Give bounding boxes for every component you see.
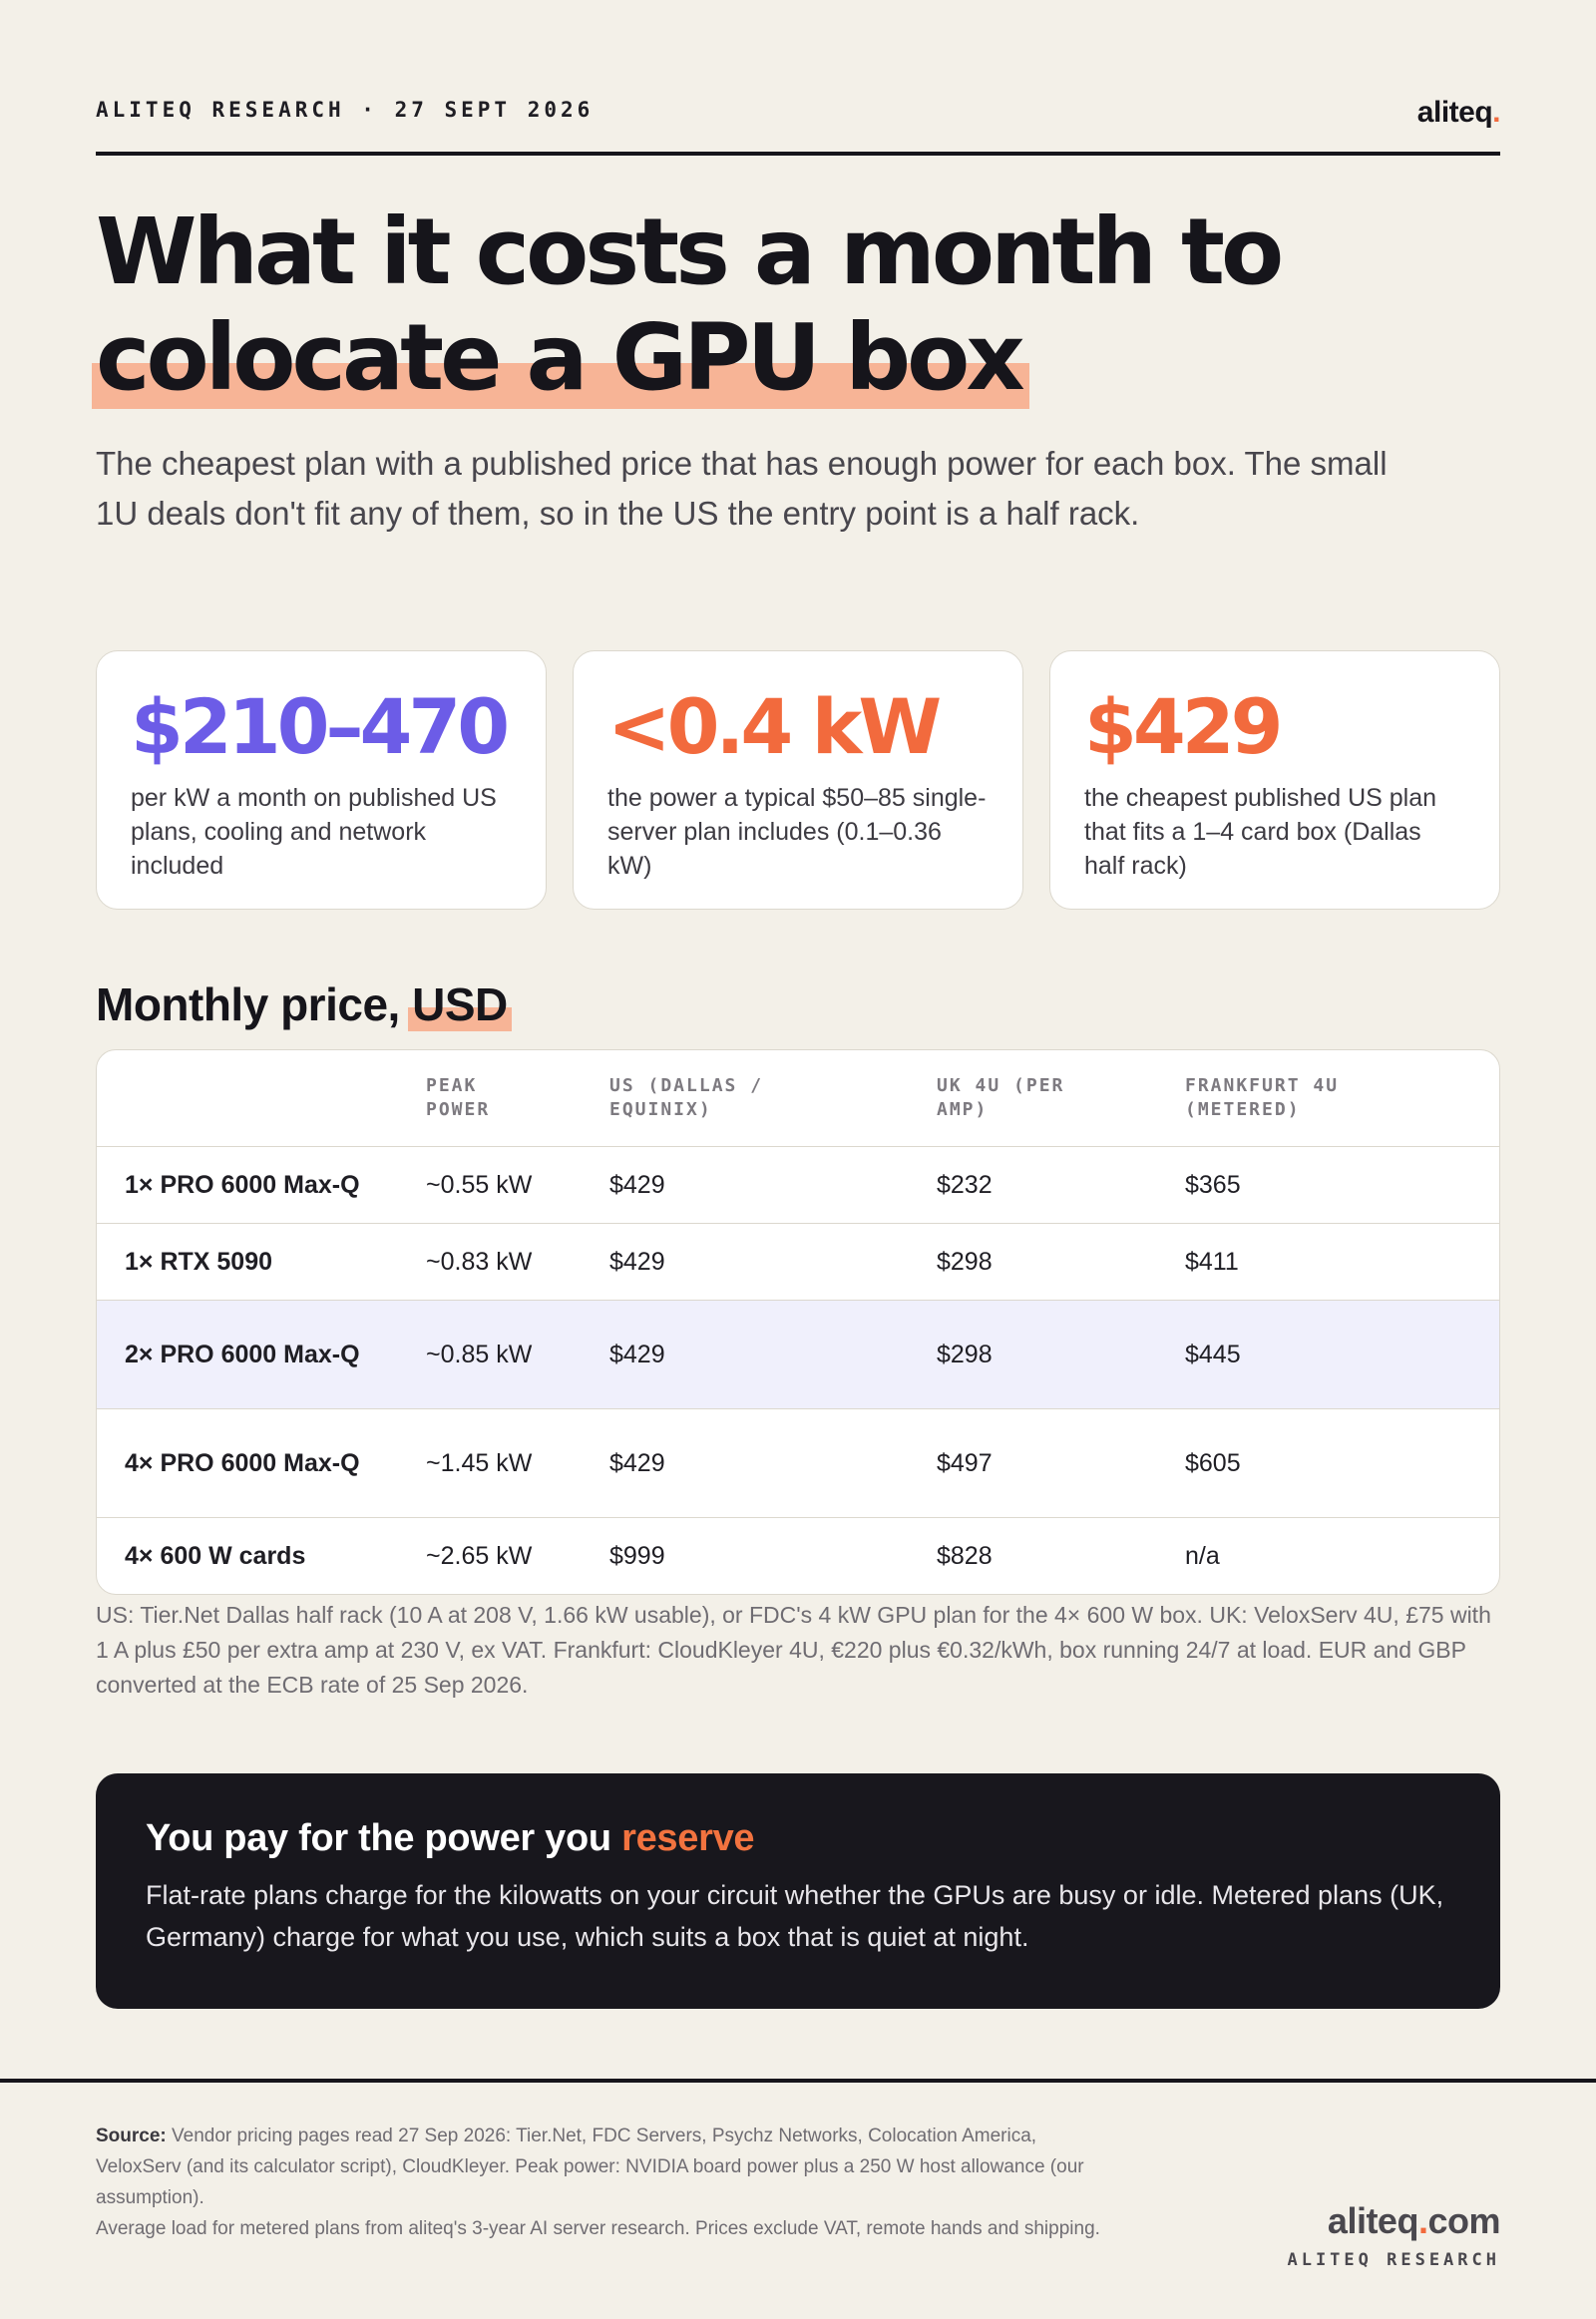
stat-card-power: <0.4 kW the power a typical $50–85 singl… <box>573 650 1023 910</box>
stat-card-price-per-kw: $210–470 per kW a month on published US … <box>96 650 547 910</box>
price-table: PEAK POWER US (DALLAS / EQUINIX) UK 4U (… <box>96 1049 1500 1595</box>
cell-uk-price: $828 <box>937 1541 993 1570</box>
section-title-main: Monthly price, <box>96 978 400 1030</box>
cell-config: 4× PRO 6000 Max-Q <box>97 1408 426 1518</box>
stat-value: $210–470 <box>131 682 510 771</box>
brand-dot: . <box>1417 2200 1428 2241</box>
page-header: ALITEQ RESEARCH · 27 SEPT 2026 aliteq. <box>96 96 1500 156</box>
cell-peak-power: ~0.55 kW <box>426 1146 609 1224</box>
source-text-2: Average load for metered plans from alit… <box>96 2218 1100 2239</box>
subtitle: The cheapest plan with a published price… <box>96 445 1388 532</box>
cell-config: 4× 600 W cards <box>125 1541 306 1570</box>
column-header-peak-power: PEAK POWER <box>426 1050 609 1147</box>
column-header-frankfurt: FRANKFURT 4U (METERED) <box>1185 1050 1499 1147</box>
stat-caption: per kW a month on published US plans, co… <box>131 784 497 880</box>
header-logo: aliteq. <box>1416 96 1501 130</box>
cell-frankfurt-price: $365 <box>1185 1146 1499 1224</box>
section-title-highlight: USD <box>408 978 512 1031</box>
stat-cards: $210–470 per kW a month on published US … <box>96 650 1500 910</box>
page-title: What it costs a month to colocate a GPU … <box>92 198 1500 411</box>
footer-divider <box>0 2079 1596 2083</box>
callout-box: You pay for the power you reserve Flat-r… <box>96 1773 1500 2009</box>
stat-caption: the cheapest published US plan that fits… <box>1084 784 1437 880</box>
header-logo-dot: . <box>1492 96 1500 129</box>
table-row: 4× 600 W cards ~2.65 kW $999 $828 n/a <box>97 1518 1499 1595</box>
cell-frankfurt-price: n/a <box>1185 1541 1220 1570</box>
footer-brand: aliteq.com ALITEQ RESEARCH <box>1287 2200 1500 2270</box>
callout-title: You pay for the power you reserve <box>146 1817 1450 1860</box>
source-note: Source: Vendor pricing pages read 27 Sep… <box>96 2121 1103 2244</box>
cell-config: 1× PRO 6000 Max-Q <box>97 1146 426 1224</box>
title-line-2: colocate a GPU box <box>92 304 1029 411</box>
cell-peak-power: ~0.85 kW <box>426 1300 609 1409</box>
eyebrow: ALITEQ RESEARCH · 27 SEPT 2026 <box>96 98 595 122</box>
cell-peak-power: ~0.83 kW <box>426 1223 609 1301</box>
callout-title-accent: reserve <box>621 1817 755 1859</box>
column-header-us: US (DALLAS / EQUINIX) <box>609 1050 937 1147</box>
section-title: Monthly price, USD <box>96 977 1500 1031</box>
stat-card-cheapest: $429 the cheapest published US plan that… <box>1049 650 1500 910</box>
stat-caption: the power a typical $50–85 single-server… <box>607 784 987 880</box>
cell-us-price: $429 <box>609 1223 937 1301</box>
table-header-row: PEAK POWER US (DALLAS / EQUINIX) UK 4U (… <box>97 1050 1499 1147</box>
cell-uk-price: $497 <box>937 1408 1185 1518</box>
brand-tagline: ALITEQ RESEARCH <box>1287 2250 1500 2270</box>
callout-title-main: You pay for the power you <box>146 1817 611 1859</box>
cell-frankfurt-price: $605 <box>1185 1408 1499 1518</box>
cell-uk-price: $232 <box>937 1146 1185 1224</box>
cell-us-price: $429 <box>609 1408 937 1518</box>
table-row: 1× PRO 6000 Max-Q ~0.55 kW $429 $232 $36… <box>97 1146 1499 1224</box>
cell-us-price: $429 <box>609 1146 937 1224</box>
table-row-highlighted: 2× PRO 6000 Max-Q ~0.85 kW $429 $298 $44… <box>97 1300 1499 1409</box>
cell-us-price: $999 <box>609 1541 665 1570</box>
cell-peak-power: ~2.65 kW <box>426 1541 533 1570</box>
table-footnote: US: Tier.Net Dallas half rack (10 A at 2… <box>96 1602 1491 1698</box>
cell-frankfurt-price: $411 <box>1185 1223 1499 1301</box>
cell-config: 1× RTX 5090 <box>97 1223 426 1301</box>
header-logo-text: aliteq <box>1416 96 1493 129</box>
column-header-uk: UK 4U (PER AMP) <box>937 1050 1185 1147</box>
source-label: Source: <box>96 2126 167 2146</box>
cell-uk-price: $298 <box>937 1223 1185 1301</box>
table-row: 1× RTX 5090 ~0.83 kW $429 $298 $411 <box>97 1223 1499 1301</box>
source-text: Vendor pricing pages read 27 Sep 2026: T… <box>96 2126 1084 2208</box>
brand-tld: com <box>1427 2200 1500 2241</box>
callout-body: Flat-rate plans charge for the kilowatts… <box>146 1880 1444 1952</box>
table-row: 4× PRO 6000 Max-Q ~1.45 kW $429 $497 $60… <box>97 1408 1499 1518</box>
title-line-1: What it costs a month to <box>96 198 1284 305</box>
cell-peak-power: ~1.45 kW <box>426 1408 609 1518</box>
stat-value: <0.4 kW <box>607 682 942 771</box>
cell-frankfurt-price: $445 <box>1185 1300 1499 1409</box>
brand-logo: aliteq.com <box>1287 2200 1501 2242</box>
cell-us-price: $429 <box>609 1300 937 1409</box>
brand-name: aliteq <box>1327 2200 1419 2241</box>
cell-config: 2× PRO 6000 Max-Q <box>97 1300 426 1409</box>
stat-value: $429 <box>1084 682 1284 771</box>
column-header-config <box>97 1050 426 1147</box>
cell-uk-price: $298 <box>937 1300 1185 1409</box>
